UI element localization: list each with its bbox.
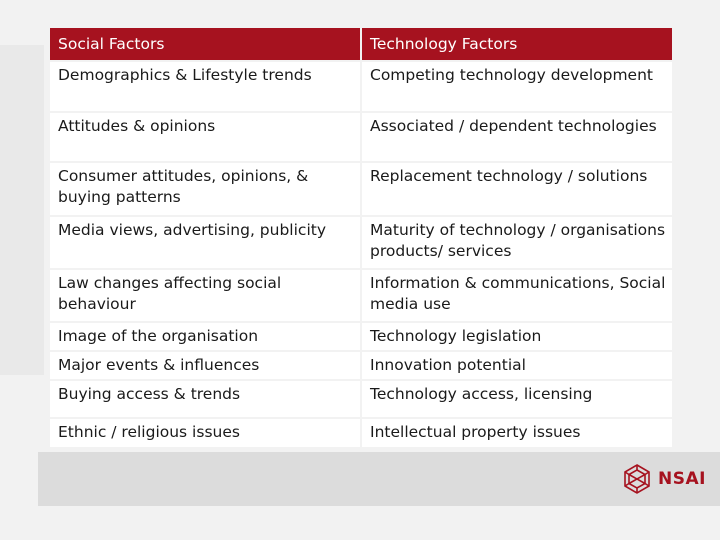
footer-band: NSAI bbox=[38, 452, 720, 506]
technology-cell: Information & communications, Social med… bbox=[360, 268, 674, 323]
social-cell: Image of the organisation bbox=[48, 321, 362, 352]
table-row: Law changes affecting social behaviour I… bbox=[48, 268, 674, 323]
social-cell: Demographics & Lifestyle trends bbox=[48, 60, 362, 113]
pest-factors-table: Social Factors Technology Factors Demogr… bbox=[48, 26, 674, 449]
table-row: Demographics & Lifestyle trends Competin… bbox=[48, 60, 674, 113]
nsai-logo-icon bbox=[624, 464, 650, 494]
social-cell: Attitudes & opinions bbox=[48, 111, 362, 163]
nsai-logo: NSAI bbox=[620, 462, 706, 496]
header-social-factors: Social Factors bbox=[48, 26, 362, 62]
technology-cell: Associated / dependent technologies bbox=[360, 111, 674, 163]
table-row: Major events & influences Innovation pot… bbox=[48, 350, 674, 381]
table-row: Media views, advertising, publicity Matu… bbox=[48, 215, 674, 270]
table-row: Attitudes & opinions Associated / depend… bbox=[48, 111, 674, 163]
logo-text: NSAI bbox=[658, 469, 706, 489]
technology-cell: Technology legislation bbox=[360, 321, 674, 352]
table-row: Consumer attitudes, opinions, & buying p… bbox=[48, 161, 674, 217]
social-cell: Major events & influences bbox=[48, 350, 362, 381]
header-technology-factors: Technology Factors bbox=[360, 26, 674, 62]
technology-cell: Intellectual property issues bbox=[360, 417, 674, 449]
technology-cell: Competing technology development bbox=[360, 60, 674, 113]
table-header-row: Social Factors Technology Factors bbox=[48, 26, 674, 62]
social-cell: Media views, advertising, publicity bbox=[48, 215, 362, 270]
social-cell: Consumer attitudes, opinions, & buying p… bbox=[48, 161, 362, 217]
technology-cell: Innovation potential bbox=[360, 350, 674, 381]
technology-cell: Maturity of technology / organisations p… bbox=[360, 215, 674, 270]
side-decoration-band bbox=[0, 45, 44, 375]
table-row: Ethnic / religious issues Intellectual p… bbox=[48, 417, 674, 449]
technology-cell: Replacement technology / solutions bbox=[360, 161, 674, 217]
social-cell: Buying access & trends bbox=[48, 379, 362, 419]
table-row: Buying access & trends Technology access… bbox=[48, 379, 674, 419]
table-row: Image of the organisation Technology leg… bbox=[48, 321, 674, 352]
social-cell: Ethnic / religious issues bbox=[48, 417, 362, 449]
social-cell: Law changes affecting social behaviour bbox=[48, 268, 362, 323]
technology-cell: Technology access, licensing bbox=[360, 379, 674, 419]
